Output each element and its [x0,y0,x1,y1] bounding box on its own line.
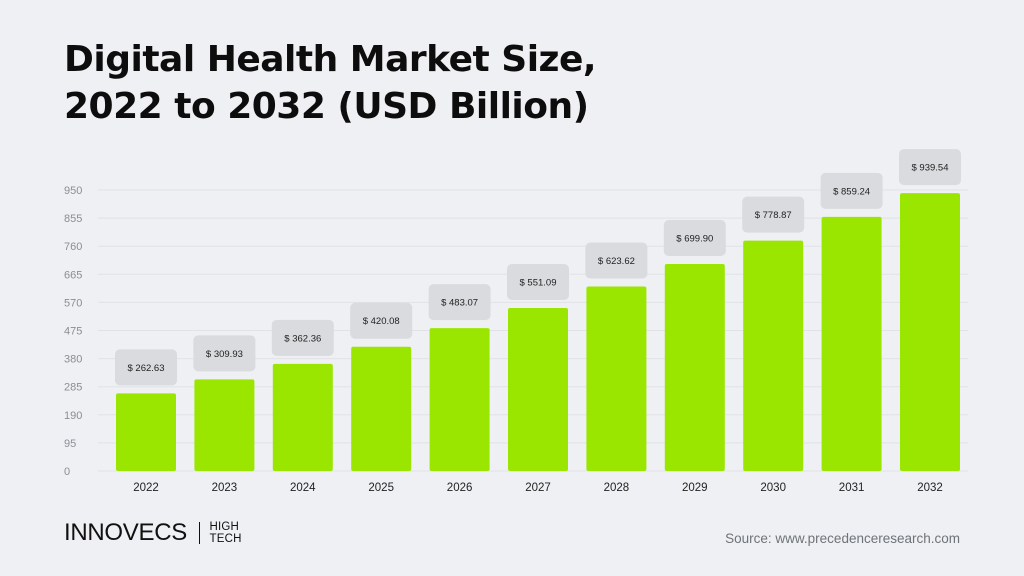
y-tick-label: 95 [64,438,76,450]
value-label-box [820,172,883,209]
bar-2031 [821,216,882,471]
x-tick-label: 2031 [839,482,865,494]
x-tick-label: 2032 [917,482,943,494]
bar-2022 [116,393,176,471]
x-tick-label: 2028 [604,482,630,494]
bar-2026 [429,328,490,471]
bar-2025 [351,346,412,471]
value-label-box [428,284,491,321]
x-tick-label: 2024 [290,482,316,494]
brand-name: INNOVECS [64,519,187,546]
bar-2029 [664,263,725,471]
y-tick-label: 855 [64,213,82,225]
value-label: $ 623.62 [598,256,635,267]
value-label-box [507,263,569,300]
value-label: $ 939.54 [912,163,949,174]
value-label-box [193,335,256,372]
value-label-box [585,242,648,279]
value-label: $ 551.09 [520,277,557,288]
value-label: $ 309.93 [206,349,243,360]
x-tick-label: 2022 [133,482,159,494]
bar-2028 [586,286,647,471]
bar-2024 [272,363,333,471]
value-label-box [899,149,961,186]
value-label: $ 262.63 [128,363,165,374]
value-label-box [271,319,334,356]
y-tick-label: 950 [64,185,82,197]
brand-subtitle: HIGH TECH [209,521,241,545]
source-note: Source: www.precedenceresearch.com [725,531,960,546]
y-tick-label: 190 [64,410,82,422]
value-label: $ 778.87 [755,210,792,221]
bars [116,193,960,471]
brand-logo: INNOVECS HIGH TECH [64,519,242,546]
value-label-box [742,196,805,233]
bar-2023 [194,379,255,471]
bar-2030 [743,240,804,471]
chart-title: Digital Health Market Size, 2022 to 2032… [64,36,597,130]
bar-2027 [508,307,568,471]
y-tick-label: 475 [64,326,82,338]
chart-title-line-1: Digital Health Market Size, [64,39,597,80]
value-label: $ 859.24 [833,186,870,197]
y-tick-label: 380 [64,354,82,366]
value-labels: $ 262.63 $ 309.93 $ 362.36 $ 420.08 $ 483.07… [115,149,961,386]
value-label-box [115,349,177,386]
y-tick-label: 570 [64,297,82,309]
y-tick-label: 665 [64,269,82,281]
x-tick-label: 2030 [760,482,786,494]
value-label-box [663,219,726,256]
y-tick-label: 0 [64,466,70,478]
brand-subtitle-line-1: HIGH [209,521,240,533]
value-label-box [350,302,413,339]
value-label: $ 362.36 [284,333,321,344]
chart-title-line-2: 2022 to 2032 (USD Billion) [64,86,589,127]
value-label: $ 483.07 [441,298,478,309]
y-tick-label: 285 [64,382,82,394]
x-tick-label: 2029 [682,482,708,494]
x-tick-label: 2025 [368,482,394,494]
brand-subtitle-line-2: TECH [209,533,242,545]
y-axis-ticks: 0 95 190 285 380 475 570 665 760 855 950 [64,185,82,478]
x-axis-ticks: 2022 2023 2024 2025 2026 2027 2028 2029 2030 2031… [133,482,943,494]
value-label: $ 420.08 [363,316,400,327]
y-tick-label: 760 [64,241,82,253]
brand-divider [198,522,201,544]
value-label: $ 699.90 [676,233,713,244]
x-tick-label: 2027 [525,482,551,494]
x-tick-label: 2026 [447,482,473,494]
x-tick-label: 2023 [212,482,238,494]
bar-2032 [900,193,960,471]
